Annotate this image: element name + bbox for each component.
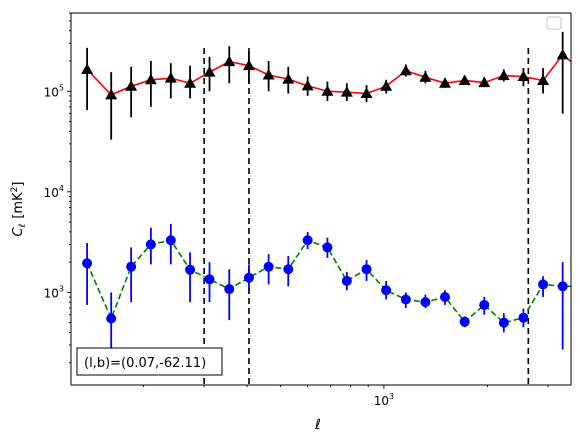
x-tick-label-0: 103	[374, 392, 394, 408]
y-tick-label-0: 103	[44, 284, 64, 300]
series-0-point-12	[321, 85, 334, 96]
series-0-point-2	[125, 80, 138, 91]
series-1-point-7	[224, 284, 235, 295]
series-0-point-11	[301, 79, 314, 91]
series-0-point-14	[360, 87, 373, 98]
series-0-point-21	[497, 69, 510, 81]
series-0-point-8	[242, 59, 255, 71]
series-1-point-17	[420, 297, 431, 308]
x-axis-label: ℓ	[314, 417, 321, 433]
series-1-point-9	[263, 261, 274, 272]
series-1-point-0	[82, 258, 93, 269]
series-0-point-24	[556, 48, 569, 60]
series-0-point-1	[105, 88, 118, 100]
y-tick-label-base-2: 10	[44, 85, 59, 99]
series-1-point-14	[361, 264, 372, 275]
y-tick-label-2: 105	[44, 83, 64, 99]
series-0-point-10	[282, 73, 295, 84]
series-0-point-0	[81, 63, 94, 74]
series-0-point-4	[164, 72, 177, 83]
x-tick-label-exp-0: 3	[389, 392, 394, 401]
series-1-point-24	[557, 281, 568, 292]
series-1-point-5	[185, 264, 196, 275]
series-1-point-8	[243, 272, 254, 283]
plot-layer	[81, 31, 580, 385]
series-0-point-16	[399, 64, 412, 76]
y-axis-label-unit-close: ]	[11, 182, 26, 187]
series-1-point-12	[322, 242, 333, 253]
y-tick-label-exp-1: 4	[59, 184, 64, 193]
series-0-point-15	[380, 80, 393, 91]
series-0-point-22	[517, 70, 530, 82]
series-1-point-20	[479, 299, 490, 310]
series-1-point-22	[518, 312, 529, 323]
series-0-point-20	[478, 76, 491, 88]
series-1-point-18	[439, 291, 450, 302]
series-1-point-19	[459, 316, 470, 327]
series-1-line	[86, 239, 571, 324]
y-tick-label-base-1: 10	[44, 186, 59, 200]
series-1-point-10	[283, 264, 294, 275]
y-axis-label-unit: [mK	[11, 192, 26, 219]
annotation-frame	[76, 347, 223, 376]
series-1-point-6	[204, 274, 215, 285]
annotation-text: (l,b)=(0.07,-62.11)	[84, 356, 206, 371]
series-0-point-3	[144, 73, 157, 85]
series-1-point-3	[145, 239, 156, 250]
axes-frame	[70, 12, 572, 386]
series-0-point-7	[223, 55, 236, 67]
series-0-point-19	[458, 74, 471, 85]
series-0-point-13	[340, 86, 353, 97]
y-axis-label-main: C	[11, 226, 26, 236]
series-0-point-9	[262, 69, 275, 80]
series-0-point-25	[576, 65, 580, 76]
series-1-point-23	[538, 279, 549, 290]
series-0-point-18	[438, 77, 451, 88]
series-1-point-21	[498, 317, 509, 328]
series-0-point-6	[203, 66, 216, 77]
series-0-point-23	[537, 74, 550, 85]
y-tick-label-exp-2: 5	[59, 83, 64, 92]
series-1-point-15	[381, 285, 392, 296]
y-axis-label-sub: ℓ	[18, 224, 28, 229]
series-1-point-13	[341, 275, 352, 286]
y-tick-label-exp-0: 3	[59, 284, 64, 293]
y-axis-label: Cℓ [mK2]	[10, 182, 28, 237]
plot-area	[81, 31, 580, 385]
series-0-point-5	[184, 77, 197, 88]
legend	[546, 16, 562, 30]
y-axis-label-unit-sup: 2	[10, 187, 20, 193]
series-1-point-16	[400, 294, 411, 305]
annotation-box: (l,b)=(0.07,-62.11)	[76, 347, 223, 376]
y-tick-label-1: 104	[44, 184, 64, 200]
series-1-point-1	[106, 313, 117, 324]
x-tick-label-base-0: 10	[374, 394, 389, 408]
y-tick-label-base-0: 10	[44, 286, 59, 300]
series-1-point-2	[126, 261, 137, 272]
series-0-point-17	[419, 71, 432, 82]
series-1-point-4	[165, 235, 176, 246]
series-1-point-11	[302, 235, 313, 246]
